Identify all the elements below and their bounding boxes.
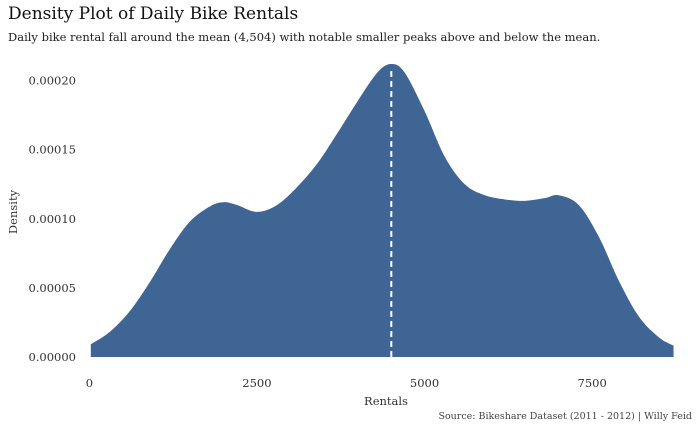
y-tick-label: 0.00015 [28,143,76,157]
chart-title: Density Plot of Daily Bike Rentals [8,4,299,24]
y-axis-title: Density [6,189,20,234]
y-tick-label: 0.00020 [28,74,76,88]
density-area [90,64,674,357]
y-tick-label: 0.00000 [28,350,76,364]
x-tick-label: 0 [86,376,93,390]
chart-subtitle: Daily bike rental fall around the mean (… [8,30,601,44]
y-tick-label: 0.00010 [28,212,76,226]
chart-caption: Source: Bikeshare Dataset (2011 - 2012) … [438,411,692,422]
x-axis-title: Rentals [364,394,408,408]
y-axis-ticks: 0.00000 0.00005 0.00010 0.00015 0.00020 [28,74,76,364]
x-tick-label: 2500 [242,376,271,390]
x-axis-ticks: 0 2500 5000 7500 [86,376,607,390]
y-tick-label: 0.00005 [28,281,76,295]
x-tick-label: 7500 [578,376,607,390]
x-tick-label: 5000 [410,376,439,390]
